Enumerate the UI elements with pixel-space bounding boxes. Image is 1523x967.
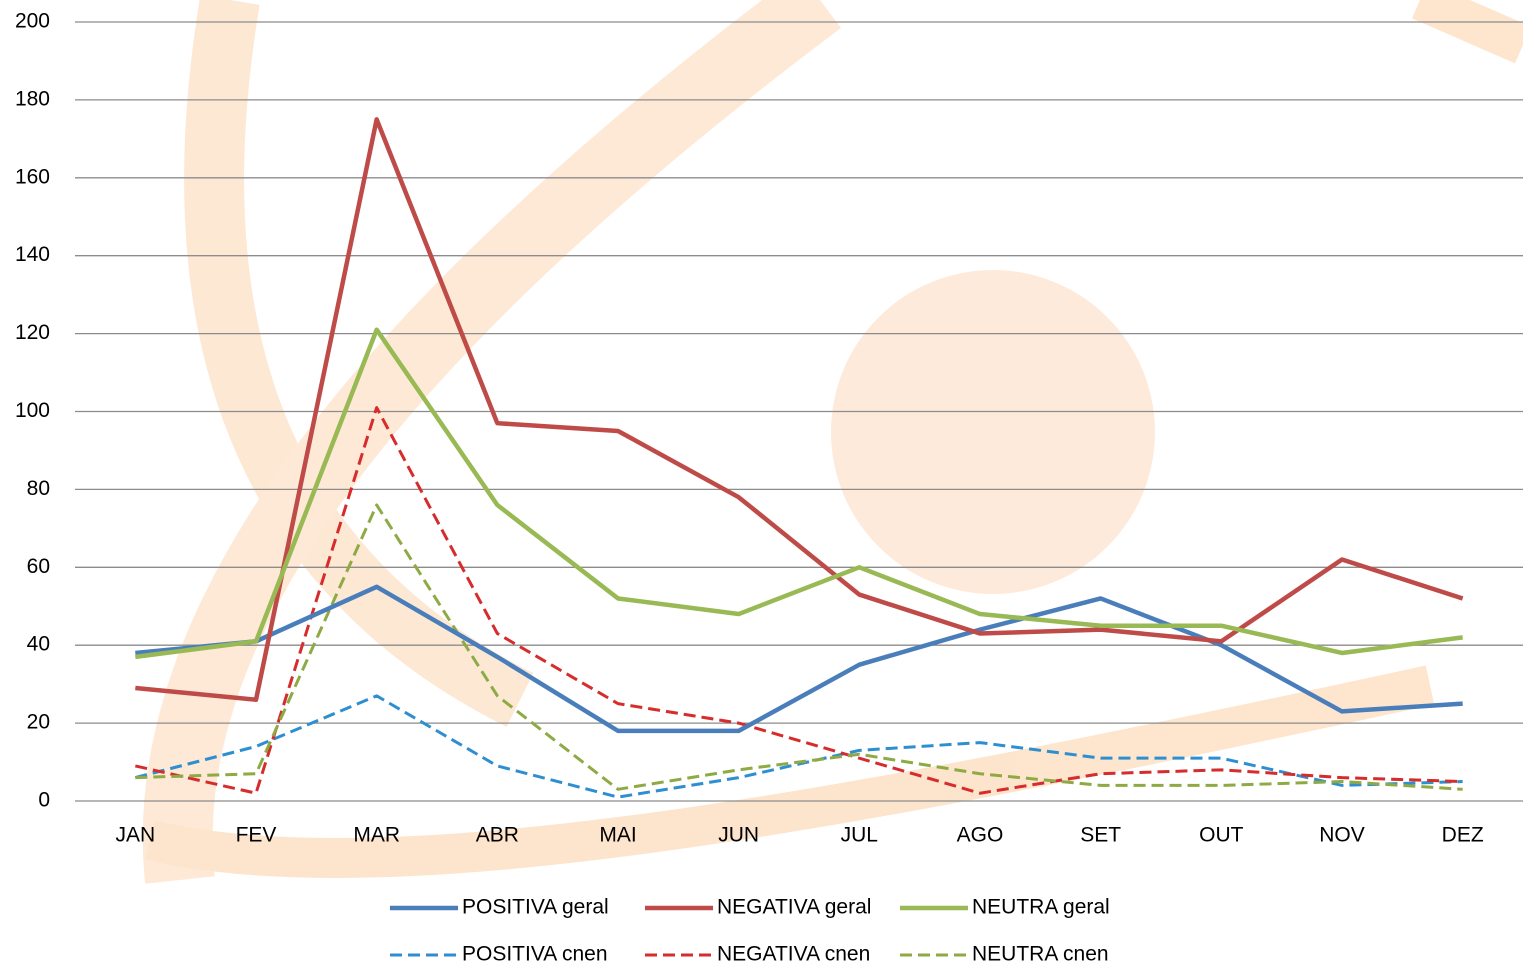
watermark-circle — [831, 270, 1155, 594]
y-tick-label: 40 — [27, 633, 50, 656]
series-line — [135, 503, 1463, 791]
y-tick-label: 60 — [27, 555, 50, 578]
x-tick-label: JAN — [115, 824, 155, 847]
x-tick-label: MAI — [599, 824, 636, 847]
y-tick-label: 140 — [15, 243, 50, 266]
x-tick-label: NOV — [1319, 824, 1365, 847]
series-line — [135, 117, 1464, 702]
x-tick-label: OUT — [1199, 824, 1244, 847]
x-tick-label: JUN — [718, 824, 759, 847]
y-tick-label: 160 — [15, 165, 50, 188]
x-tick-label: FEV — [236, 824, 277, 847]
legend-label: NEUTRA geral — [972, 896, 1110, 919]
y-tick-label: 80 — [27, 477, 50, 500]
y-tick-label: 100 — [15, 399, 50, 422]
y-tick-label: 120 — [15, 321, 50, 344]
y-tick-label: 20 — [27, 711, 50, 734]
legend-label: POSITIVA geral — [462, 896, 609, 919]
x-tick-label: ABR — [476, 824, 519, 847]
y-tick-label: 200 — [15, 10, 50, 33]
watermark-stroke — [145, 665, 1435, 878]
series-line — [135, 327, 1463, 660]
x-tick-label: MAR — [353, 824, 400, 847]
watermark-stroke — [184, 0, 534, 727]
series-line — [135, 584, 1463, 734]
y-tick-label: 0 — [38, 789, 50, 812]
legend-label: NEGATIVA geral — [717, 896, 871, 919]
x-tick-label: SET — [1080, 824, 1121, 847]
legend-label: POSITIVA cnen — [462, 943, 608, 966]
watermark-stroke — [142, 0, 842, 884]
series-line — [135, 406, 1463, 795]
x-tick-label: DEZ — [1442, 824, 1484, 847]
watermark — [142, 0, 1523, 884]
x-tick-label: AGO — [957, 824, 1004, 847]
legend-label: NEUTRA cnen — [972, 943, 1109, 966]
legend-label: NEGATIVA cnen — [717, 943, 870, 966]
x-tick-label: JUL — [841, 824, 878, 847]
y-tick-label: 180 — [15, 87, 50, 110]
series-line — [134, 694, 1463, 799]
